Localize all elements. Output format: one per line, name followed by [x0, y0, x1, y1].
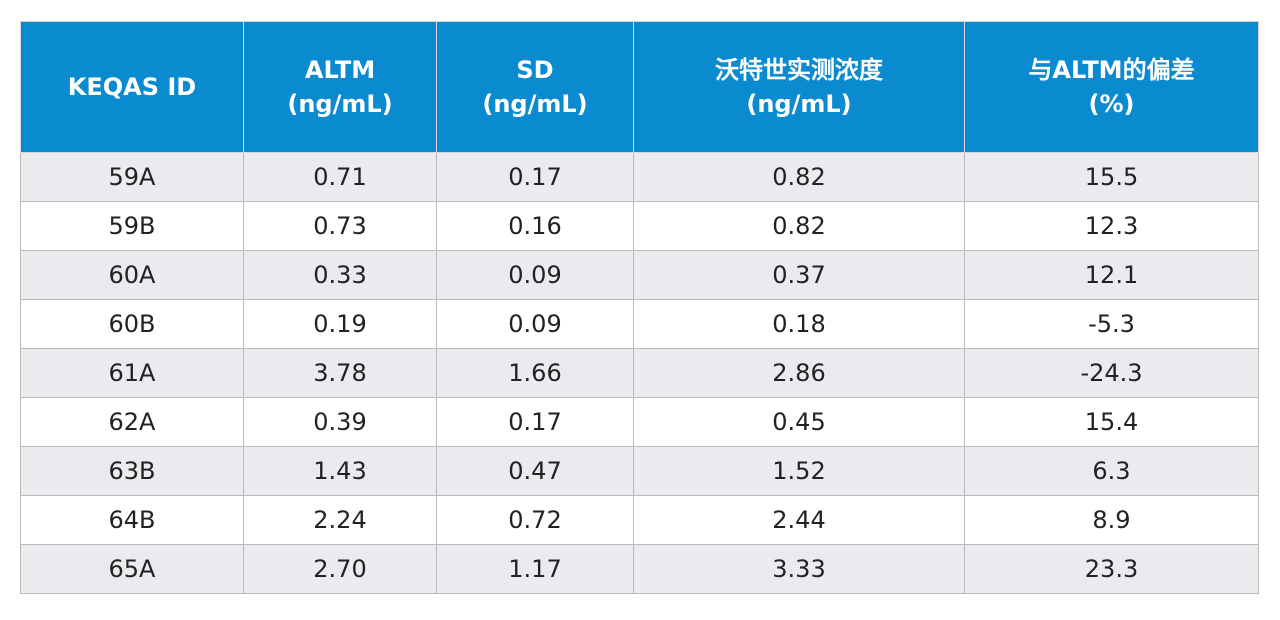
cell-keqas-id: 61A — [20, 348, 244, 398]
cell-keqas-id: 60A — [20, 250, 244, 300]
table-row: 64B 2.24 0.72 2.44 8.9 — [20, 495, 1259, 545]
header-sd-label: SD — [516, 56, 554, 84]
header-altm-unit: (ng/mL) — [287, 90, 393, 118]
table-row: 59B 0.73 0.16 0.82 12.3 — [20, 201, 1259, 251]
cell-measured-concentration: 0.82 — [633, 152, 965, 202]
cell-deviation: 12.1 — [964, 250, 1259, 300]
cell-keqas-id: 60B — [20, 299, 244, 349]
cell-deviation: -24.3 — [964, 348, 1259, 398]
cell-keqas-id: 59B — [20, 201, 244, 251]
table-row: 62A 0.39 0.17 0.45 15.4 — [20, 397, 1259, 447]
cell-measured-concentration: 0.45 — [633, 397, 965, 447]
header-row: KEQAS ID ALTM (ng/mL) SD (ng/mL) 沃特世实测浓度… — [20, 21, 1259, 153]
cell-sd: 1.17 — [436, 544, 634, 594]
cell-deviation: -5.3 — [964, 299, 1259, 349]
cell-deviation: 12.3 — [964, 201, 1259, 251]
cell-sd: 0.09 — [436, 250, 634, 300]
table-body: 59A 0.71 0.17 0.82 15.5 59B 0.73 0.16 0.… — [20, 152, 1259, 594]
header-waters-measured-unit: (ng/mL) — [746, 90, 852, 118]
cell-altm: 2.24 — [243, 495, 437, 545]
header-deviation-label: 与ALTM的偏差 — [1028, 56, 1195, 84]
table-row: 65A 2.70 1.17 3.33 23.3 — [20, 544, 1259, 594]
table-row: 60A 0.33 0.09 0.37 12.1 — [20, 250, 1259, 300]
cell-measured-concentration: 1.52 — [633, 446, 965, 496]
header-sd-unit: (ng/mL) — [482, 90, 588, 118]
cell-sd: 1.66 — [436, 348, 634, 398]
cell-measured-concentration: 3.33 — [633, 544, 965, 594]
cell-altm: 0.19 — [243, 299, 437, 349]
table-row: 60B 0.19 0.09 0.18 -5.3 — [20, 299, 1259, 349]
cell-deviation: 6.3 — [964, 446, 1259, 496]
table-row: 61A 3.78 1.66 2.86 -24.3 — [20, 348, 1259, 398]
cell-sd: 0.16 — [436, 201, 634, 251]
header-waters-measured-concentration: 沃特世实测浓度 (ng/mL) — [633, 21, 965, 153]
cell-altm: 3.78 — [243, 348, 437, 398]
header-deviation-from-altm: 与ALTM的偏差 (%) — [964, 21, 1259, 153]
cell-deviation: 8.9 — [964, 495, 1259, 545]
cell-altm: 2.70 — [243, 544, 437, 594]
header-altm-label: ALTM — [304, 56, 376, 84]
table-header: KEQAS ID ALTM (ng/mL) SD (ng/mL) 沃特世实测浓度… — [20, 21, 1259, 153]
results-table: KEQAS ID ALTM (ng/mL) SD (ng/mL) 沃特世实测浓度… — [20, 21, 1259, 594]
header-keqas-id: KEQAS ID — [20, 21, 244, 153]
header-deviation-unit: (%) — [1088, 90, 1135, 118]
cell-measured-concentration: 0.37 — [633, 250, 965, 300]
cell-sd: 0.17 — [436, 397, 634, 447]
cell-measured-concentration: 2.86 — [633, 348, 965, 398]
cell-sd: 0.72 — [436, 495, 634, 545]
cell-keqas-id: 64B — [20, 495, 244, 545]
cell-keqas-id: 63B — [20, 446, 244, 496]
table-row: 59A 0.71 0.17 0.82 15.5 — [20, 152, 1259, 202]
cell-deviation: 15.4 — [964, 397, 1259, 447]
cell-altm: 0.39 — [243, 397, 437, 447]
cell-sd: 0.47 — [436, 446, 634, 496]
header-altm: ALTM (ng/mL) — [243, 21, 437, 153]
cell-sd: 0.17 — [436, 152, 634, 202]
cell-altm: 0.73 — [243, 201, 437, 251]
cell-altm: 0.33 — [243, 250, 437, 300]
cell-sd: 0.09 — [436, 299, 634, 349]
header-sd: SD (ng/mL) — [436, 21, 634, 153]
cell-keqas-id: 59A — [20, 152, 244, 202]
cell-altm: 1.43 — [243, 446, 437, 496]
header-keqas-id-label: KEQAS ID — [67, 73, 197, 101]
cell-deviation: 15.5 — [964, 152, 1259, 202]
cell-keqas-id: 62A — [20, 397, 244, 447]
cell-keqas-id: 65A — [20, 544, 244, 594]
cell-measured-concentration: 0.18 — [633, 299, 965, 349]
table-row: 63B 1.43 0.47 1.52 6.3 — [20, 446, 1259, 496]
cell-altm: 0.71 — [243, 152, 437, 202]
header-waters-measured-label: 沃特世实测浓度 — [715, 56, 883, 84]
cell-measured-concentration: 2.44 — [633, 495, 965, 545]
cell-measured-concentration: 0.82 — [633, 201, 965, 251]
cell-deviation: 23.3 — [964, 544, 1259, 594]
